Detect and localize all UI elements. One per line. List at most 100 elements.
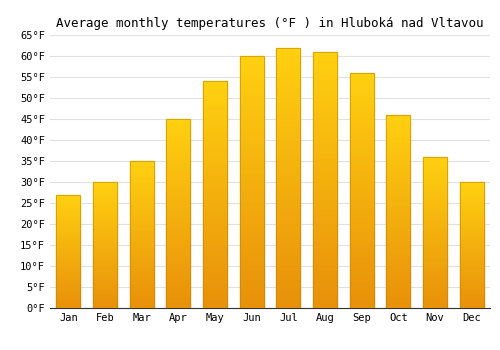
Bar bbox=[203, 108, 227, 111]
Bar bbox=[386, 252, 410, 254]
Bar bbox=[166, 132, 190, 134]
Bar bbox=[460, 261, 483, 262]
Bar bbox=[423, 229, 447, 231]
Bar bbox=[460, 292, 483, 293]
Bar bbox=[460, 281, 483, 283]
Bar bbox=[276, 235, 300, 238]
Bar bbox=[203, 272, 227, 274]
Bar bbox=[350, 183, 374, 186]
Bar bbox=[166, 268, 190, 270]
Bar bbox=[313, 272, 337, 275]
Bar bbox=[276, 173, 300, 175]
Bar bbox=[166, 255, 190, 257]
Bar bbox=[240, 250, 264, 253]
Bar bbox=[93, 276, 117, 278]
Bar bbox=[460, 221, 483, 222]
Bar bbox=[386, 223, 410, 225]
Bar bbox=[386, 225, 410, 227]
Bar bbox=[350, 233, 374, 235]
Bar bbox=[56, 249, 80, 250]
Bar bbox=[130, 230, 154, 232]
Bar bbox=[423, 157, 447, 158]
Bar bbox=[276, 76, 300, 79]
Bar bbox=[56, 206, 80, 207]
Bar bbox=[203, 193, 227, 195]
Bar bbox=[130, 212, 154, 214]
Bar bbox=[240, 205, 264, 207]
Bar bbox=[386, 119, 410, 121]
Bar bbox=[313, 244, 337, 246]
Bar bbox=[276, 219, 300, 222]
Bar bbox=[350, 150, 374, 153]
Bar bbox=[423, 175, 447, 176]
Bar bbox=[460, 280, 483, 281]
Bar bbox=[166, 246, 190, 247]
Bar bbox=[350, 259, 374, 261]
Bar bbox=[130, 302, 154, 303]
Bar bbox=[56, 224, 80, 225]
Bar bbox=[460, 182, 483, 183]
Bar bbox=[313, 280, 337, 282]
Bar bbox=[203, 258, 227, 260]
Bar bbox=[276, 245, 300, 248]
Bar bbox=[276, 74, 300, 76]
Bar bbox=[240, 119, 264, 121]
Bar bbox=[386, 126, 410, 128]
Bar bbox=[386, 219, 410, 221]
Bar bbox=[56, 207, 80, 208]
Bar bbox=[240, 184, 264, 187]
Bar bbox=[203, 245, 227, 247]
Bar bbox=[386, 152, 410, 153]
Bar bbox=[276, 89, 300, 92]
Bar bbox=[56, 278, 80, 279]
Bar bbox=[240, 235, 264, 237]
Bar bbox=[56, 200, 80, 201]
Bar bbox=[93, 265, 117, 266]
Bar bbox=[130, 262, 154, 264]
Bar bbox=[130, 229, 154, 230]
Bar bbox=[130, 168, 154, 170]
Bar bbox=[203, 81, 227, 308]
Bar bbox=[276, 290, 300, 292]
Bar bbox=[350, 247, 374, 249]
Bar bbox=[56, 212, 80, 213]
Bar bbox=[166, 225, 190, 227]
Bar bbox=[313, 208, 337, 211]
Bar bbox=[240, 76, 264, 79]
Bar bbox=[276, 251, 300, 253]
Bar bbox=[56, 215, 80, 216]
Bar bbox=[166, 193, 190, 195]
Bar bbox=[130, 173, 154, 174]
Bar bbox=[240, 192, 264, 195]
Bar bbox=[93, 224, 117, 225]
Bar bbox=[166, 291, 190, 293]
Bar bbox=[93, 212, 117, 214]
Bar bbox=[56, 295, 80, 297]
Bar bbox=[56, 229, 80, 230]
Bar bbox=[386, 138, 410, 140]
Bar bbox=[203, 285, 227, 288]
Bar bbox=[386, 148, 410, 149]
Bar bbox=[56, 250, 80, 251]
Bar bbox=[240, 225, 264, 228]
Bar bbox=[460, 199, 483, 201]
Bar bbox=[460, 226, 483, 228]
Bar bbox=[93, 205, 117, 206]
Bar bbox=[56, 300, 80, 301]
Bar bbox=[276, 287, 300, 290]
Bar bbox=[56, 196, 80, 197]
Bar bbox=[203, 247, 227, 249]
Bar bbox=[166, 140, 190, 142]
Bar bbox=[423, 290, 447, 291]
Bar bbox=[203, 86, 227, 88]
Bar bbox=[460, 203, 483, 205]
Bar bbox=[56, 270, 80, 271]
Bar bbox=[423, 172, 447, 174]
Bar bbox=[350, 94, 374, 96]
Bar bbox=[130, 242, 154, 243]
Bar bbox=[166, 146, 190, 147]
Bar bbox=[423, 273, 447, 275]
Bar bbox=[423, 238, 447, 240]
Bar bbox=[350, 223, 374, 226]
Bar bbox=[56, 282, 80, 283]
